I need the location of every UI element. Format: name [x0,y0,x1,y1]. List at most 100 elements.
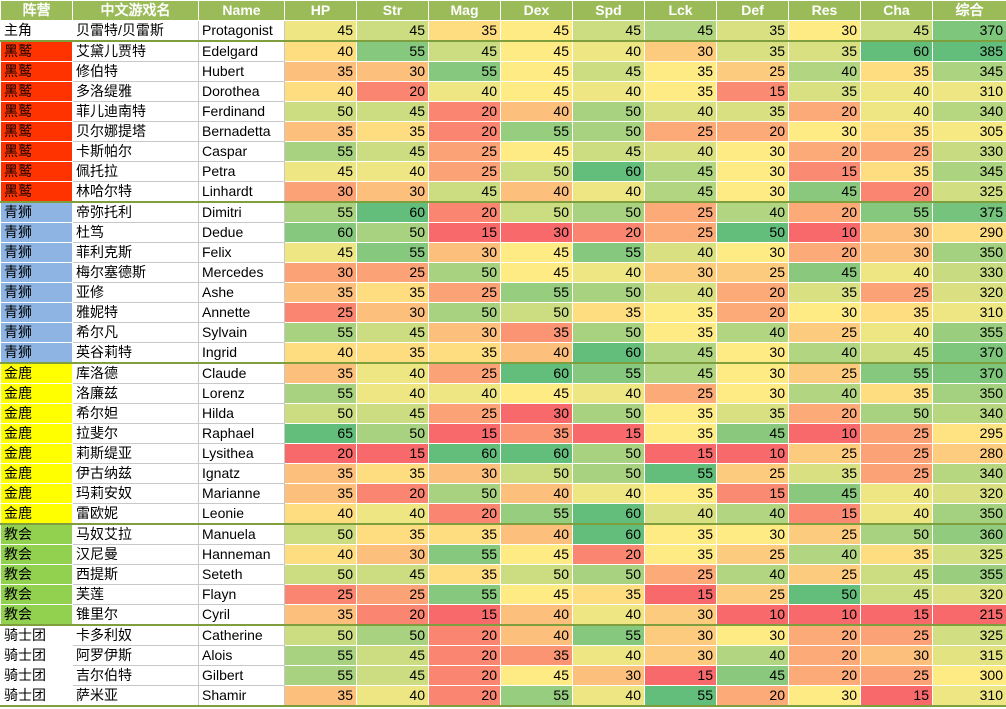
stat-cell: 40 [860,503,933,525]
table-row[interactable]: 骑士团 萨米亚 Shamir 35 40 20 55 40 55 20 30 15 310 [0,685,1006,707]
stat-cell: 15 [788,503,861,525]
table-row[interactable]: 金鹿 莉斯缇亚 Lysithea 20 15 60 60 50 15 10 25 25 280 [0,443,1006,464]
stat-cell: 50 [356,423,429,444]
faction-cell: 教会 [0,584,73,605]
stat-cell: 30 [284,262,357,283]
table-row[interactable]: 青狮 杜笃 Dedue 60 50 15 30 20 25 50 10 30 290 [0,222,1006,243]
table-row[interactable]: 黑鹫 林哈尔特 Linhardt 30 30 45 40 40 45 30 45 20 325 [0,181,1006,203]
header-cell[interactable]: HP [284,0,357,21]
stat-cell: 35 [716,20,789,42]
stat-cell: 55 [572,242,645,263]
stat-cell: 30 [644,645,717,666]
stat-cell: 20 [572,222,645,243]
chinese-name-cell: 修伯特 [72,61,199,82]
table-row[interactable]: 黑鹫 多洛缇雅 Dorothea 40 20 40 45 40 35 15 35 40 310 [0,81,1006,102]
stat-cell: 25 [428,282,501,303]
header-cell[interactable]: Lck [644,0,717,21]
table-row[interactable]: 金鹿 希尔妲 Hilda 50 45 25 30 50 35 35 20 50 340 [0,403,1006,424]
table-row[interactable]: 骑士团 吉尔伯特 Gilbert 55 45 20 45 30 15 45 20 25 300 [0,665,1006,686]
stat-cell: 20 [356,81,429,102]
table-row[interactable]: 青狮 帝弥托利 Dimitri 55 60 20 50 50 25 40 20 55 375 [0,201,1006,223]
stat-cell: 35 [860,302,933,323]
stat-cell: 35 [572,584,645,605]
table-row[interactable]: 青狮 希尔凡 Sylvain 55 45 30 35 50 35 40 25 40 355 [0,322,1006,343]
stat-cell: 60 [860,40,933,62]
stat-cell: 25 [860,282,933,303]
total-cell: 370 [932,20,1006,42]
stat-cell: 25 [644,222,717,243]
table-row[interactable]: 黑鹫 艾黛儿贾特 Edelgard 40 55 45 45 40 30 35 35 60 385 [0,40,1006,62]
english-name-cell: Protagonist [198,20,285,42]
stat-cell: 40 [860,483,933,504]
stat-cell: 40 [572,383,645,404]
header-cell[interactable]: Mag [428,0,501,21]
table-row[interactable]: 黑鹫 菲儿迪南特 Ferdinand 50 45 20 40 50 40 35 20 40 340 [0,101,1006,122]
faction-cell: 黑鹫 [0,61,73,82]
table-row[interactable]: 主角 贝雷特/贝雷斯 Protagonist 45 45 35 45 45 45 35 30 45 37… [0,20,1006,42]
faction-cell: 教会 [0,564,73,585]
stat-cell: 35 [284,604,357,626]
table-row[interactable]: 教会 西提斯 Seteth 50 45 35 50 50 25 40 25 45 355 [0,564,1006,585]
english-name-cell: Ignatz [198,463,285,484]
table-row[interactable]: 黑鹫 佩托拉 Petra 45 40 25 50 60 45 30 15 35 345 [0,161,1006,182]
header-cell[interactable]: Spd [572,0,645,21]
table-row[interactable]: 金鹿 伊古纳兹 Ignatz 35 35 30 50 50 55 25 35 25 340 [0,463,1006,484]
header-cell[interactable]: 阵营 [0,0,73,21]
table-row[interactable]: 教会 马奴艾拉 Manuela 50 35 35 40 60 35 30 25 50 360 [0,523,1006,545]
stat-cell: 40 [284,342,357,364]
table-row[interactable]: 教会 锥里尔 Cyril 35 20 15 40 40 30 10 10 15 215 [0,604,1006,626]
stat-cell: 15 [860,685,933,707]
stat-cell: 45 [860,342,933,364]
table-row[interactable]: 青狮 英谷莉特 Ingrid 40 35 35 40 60 45 30 40 45 370 [0,342,1006,364]
header-cell[interactable]: 综合 [932,0,1006,21]
header-cell[interactable]: Name [198,0,285,21]
stat-cell: 15 [644,443,717,464]
stat-cell: 45 [284,242,357,263]
table-row[interactable]: 金鹿 洛廉兹 Lorenz 55 40 40 45 40 25 30 40 35 350 [0,383,1006,404]
table-row[interactable]: 教会 汉尼曼 Hanneman 40 30 55 45 20 35 25 40 35 325 [0,544,1006,565]
stat-cell: 40 [644,101,717,122]
stat-cell: 60 [572,342,645,364]
stat-cell: 50 [500,463,573,484]
chinese-name-cell: 卡多利奴 [72,624,199,646]
stat-cell: 40 [500,624,573,646]
table-row[interactable]: 金鹿 玛莉安奴 Marianne 35 20 50 40 40 35 15 45 40 320 [0,483,1006,504]
stat-cell: 60 [356,201,429,223]
table-row[interactable]: 金鹿 雷欧妮 Leonie 40 40 20 55 60 40 40 15 40 350 [0,503,1006,525]
chinese-name-cell: 阿罗伊斯 [72,645,199,666]
header-cell[interactable]: 中文游戏名 [72,0,199,21]
stat-cell: 30 [428,242,501,263]
table-row[interactable]: 金鹿 库洛德 Claude 35 40 25 60 55 45 30 25 55 370 [0,362,1006,384]
table-row[interactable]: 青狮 亚修 Ashe 35 35 25 55 50 40 20 35 25 320 [0,282,1006,303]
header-cell[interactable]: Res [788,0,861,21]
stat-cell: 40 [788,383,861,404]
table-row[interactable]: 骑士团 阿罗伊斯 Alois 55 45 20 35 40 30 40 20 30 315 [0,645,1006,666]
stat-cell: 40 [716,645,789,666]
stat-cell: 40 [572,40,645,62]
table-row[interactable]: 金鹿 拉斐尔 Raphael 65 50 15 35 15 35 45 10 25 295 [0,423,1006,444]
stat-cell: 20 [428,665,501,686]
stat-cell: 50 [428,302,501,323]
table-row[interactable]: 青狮 梅尔塞德斯 Mercedes 30 25 50 45 40 30 25 45 40 330 [0,262,1006,283]
header-cell[interactable]: Dex [500,0,573,21]
table-row[interactable]: 黑鹫 贝尔娜提塔 Bernadetta 35 35 20 55 50 25 20 30 35 305 [0,121,1006,142]
header-cell[interactable]: Def [716,0,789,21]
stat-cell: 30 [716,624,789,646]
table-row[interactable]: 骑士团 卡多利奴 Catherine 50 50 20 40 55 30 30 20 25 325 [0,624,1006,646]
stat-cell: 30 [860,645,933,666]
chinese-name-cell: 菲利克斯 [72,242,199,263]
stat-cell: 20 [716,121,789,142]
table-row[interactable]: 黑鹫 卡斯帕尔 Caspar 55 45 25 45 45 40 30 20 25 330 [0,141,1006,162]
stat-cell: 60 [572,523,645,545]
table-row[interactable]: 青狮 雅妮特 Annette 25 30 50 50 35 35 20 30 35 310 [0,302,1006,323]
header-cell[interactable]: Str [356,0,429,21]
english-name-cell: Alois [198,645,285,666]
stat-cell: 40 [860,262,933,283]
table-row[interactable]: 教会 芙莲 Flayn 25 25 55 45 35 15 25 50 45 320 [0,584,1006,605]
table-row[interactable]: 黑鹫 修伯特 Hubert 35 30 55 45 45 35 25 40 35 345 [0,61,1006,82]
chinese-name-cell: 吉尔伯特 [72,665,199,686]
table-row[interactable]: 青狮 菲利克斯 Felix 45 55 30 45 55 40 30 20 30 350 [0,242,1006,263]
header-cell[interactable]: Cha [860,0,933,21]
stat-cell: 30 [284,181,357,203]
stat-cell: 40 [500,604,573,626]
